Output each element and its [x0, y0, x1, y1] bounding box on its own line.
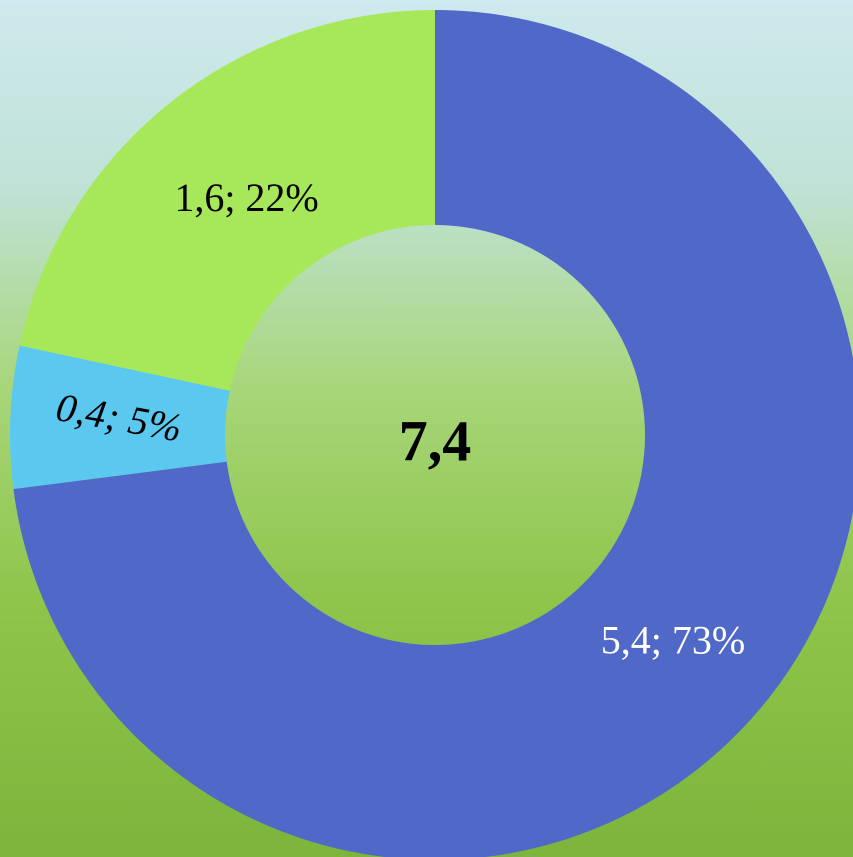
- value-label: 5,4; 73%: [601, 618, 745, 663]
- center-label: 7,4: [399, 408, 472, 473]
- value-label: 1,6; 22%: [174, 175, 318, 220]
- page: 7,4 5,4; 73%0,4; 5%1,6; 22% (() => { con…: [0, 0, 853, 857]
- chart: 7,4 5,4; 73%0,4; 5%1,6; 22%: [0, 0, 853, 857]
